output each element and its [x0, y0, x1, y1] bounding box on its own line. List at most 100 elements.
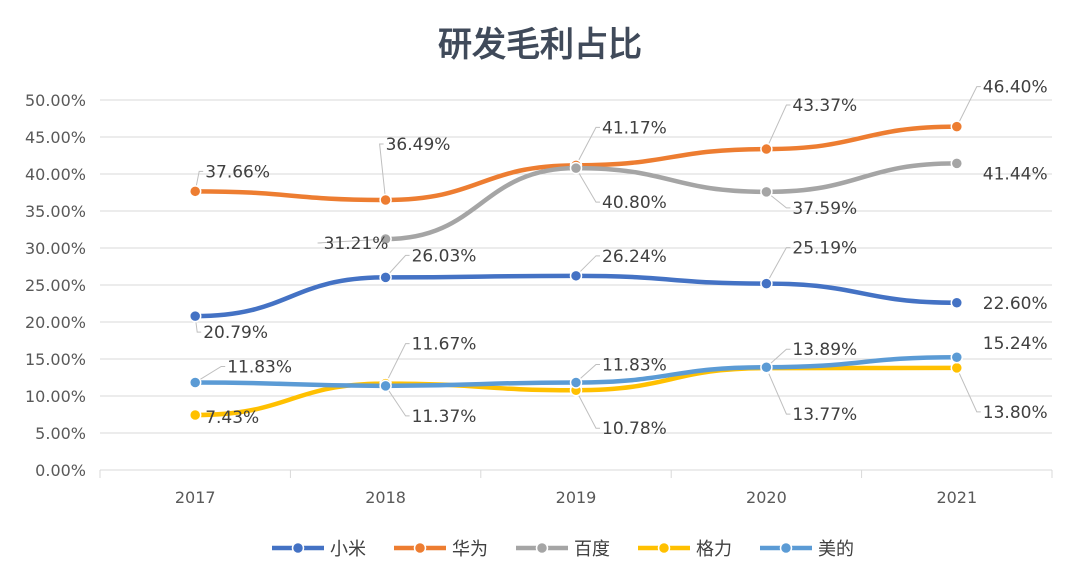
- data-point: [188, 185, 202, 198]
- legend-swatch-marker: [535, 541, 549, 555]
- data-labels: 20.79% 26.03% 26.24% 25.19% 22.60% 37.66% 36.4…: [203, 78, 1047, 440]
- y-tick-label: 50.00%: [25, 91, 86, 110]
- data-point: [569, 376, 583, 389]
- data-label: 13.77%: [792, 405, 857, 425]
- leader-line: [765, 104, 791, 150]
- series-百度: [379, 157, 964, 246]
- leader-line: [575, 255, 600, 277]
- leader-line: [385, 254, 410, 278]
- x-tick-label: 2019: [556, 488, 597, 507]
- data-point: [379, 379, 392, 393]
- data-label: 13.80%: [983, 403, 1048, 423]
- x-tick-label: 2017: [175, 488, 216, 507]
- legend-swatch-marker: [779, 541, 793, 555]
- legend-label: 百度: [574, 539, 610, 560]
- data-label: 20.79%: [203, 323, 268, 343]
- data-label: 37.59%: [792, 199, 857, 219]
- legend-item: 格力: [638, 539, 732, 560]
- leader-line: [385, 385, 410, 417]
- leader-line: [956, 86, 981, 127]
- y-tick-label: 10.00%: [25, 387, 86, 406]
- data-label: 43.37%: [792, 96, 857, 116]
- x-tick-label: 2021: [936, 488, 977, 507]
- data-point: [188, 376, 202, 389]
- legend-item: 美的: [760, 539, 854, 560]
- data-point: [379, 193, 392, 207]
- legend-item: 华为: [394, 539, 488, 560]
- data-point: [379, 232, 392, 246]
- data-point: [760, 360, 773, 374]
- leader-line: [385, 343, 410, 384]
- data-label: 26.24%: [602, 247, 667, 267]
- data-label: 15.24%: [983, 334, 1048, 354]
- leader-line: [766, 348, 791, 368]
- leader-line: [575, 126, 600, 166]
- series-line: [383, 161, 960, 242]
- leader-line: [317, 238, 386, 244]
- series-group: [188, 120, 964, 422]
- leader-line: [575, 389, 600, 429]
- y-tick-label: 5.00%: [35, 424, 86, 443]
- data-label: 37.66%: [205, 162, 270, 182]
- legend-swatch-marker: [413, 541, 427, 555]
- data-label: 26.03%: [412, 246, 477, 266]
- data-label: 40.80%: [602, 193, 667, 213]
- y-tick-label: 20.00%: [25, 313, 86, 332]
- legend-item: 百度: [516, 539, 610, 560]
- chart-title: 研发毛利占比: [438, 25, 642, 65]
- legend-swatch-marker: [291, 541, 305, 555]
- legend-item: 小米: [272, 539, 366, 560]
- data-label: 11.83%: [227, 357, 292, 377]
- data-label: 10.78%: [602, 419, 667, 439]
- data-label: 11.83%: [602, 355, 667, 375]
- legend-label: 华为: [452, 539, 488, 560]
- data-point: [760, 185, 773, 199]
- leader-lines: [194, 86, 981, 429]
- leader-line: [379, 143, 387, 201]
- series-小米: [188, 269, 964, 323]
- series-美的: [188, 350, 964, 393]
- leader-line: [766, 191, 791, 209]
- data-label: 46.40%: [983, 78, 1048, 98]
- data-label: 11.67%: [412, 335, 477, 355]
- leader-line: [765, 367, 791, 415]
- data-label: 11.37%: [412, 407, 477, 427]
- data-point: [379, 271, 392, 284]
- y-tick-label: 40.00%: [25, 165, 86, 184]
- data-point: [760, 277, 773, 290]
- y-tick-label: 15.00%: [25, 350, 86, 369]
- y-tick-label: 25.00%: [25, 276, 86, 295]
- y-tick-label: 35.00%: [25, 202, 86, 221]
- y-tick-label: 30.00%: [25, 239, 86, 258]
- leader-line: [194, 170, 204, 192]
- data-point: [950, 350, 964, 364]
- axes: 0.00% 5.00% 10.00% 15.00% 20.00% 25.00% 30.00%…: [25, 91, 1053, 507]
- x-tick-label: 2020: [746, 488, 787, 507]
- data-point: [950, 296, 964, 310]
- data-label: 31.21%: [324, 234, 389, 254]
- data-point: [950, 361, 964, 375]
- data-label: 41.17%: [602, 118, 667, 138]
- legend-label: 格力: [696, 539, 732, 560]
- x-tick-label: 2018: [365, 488, 406, 507]
- data-point: [569, 161, 583, 175]
- leader-line: [765, 247, 791, 284]
- data-point: [188, 309, 202, 323]
- legend: 小米 华为 百度 格力 美的: [272, 539, 854, 560]
- legend-label: 美的: [818, 539, 854, 560]
- data-point: [950, 120, 964, 133]
- leader-line: [956, 367, 981, 413]
- legend-label: 小米: [330, 539, 366, 560]
- leader-line: [194, 365, 226, 383]
- data-label: 36.49%: [386, 135, 451, 155]
- data-point: [950, 157, 964, 170]
- leader-line: [575, 167, 600, 203]
- data-point: [188, 408, 202, 422]
- y-tick-label: 0.00%: [35, 461, 86, 480]
- data-label: 41.44%: [983, 164, 1048, 184]
- y-tick-label: 45.00%: [25, 128, 86, 147]
- data-label: 25.19%: [792, 239, 857, 259]
- leader-line: [575, 363, 600, 383]
